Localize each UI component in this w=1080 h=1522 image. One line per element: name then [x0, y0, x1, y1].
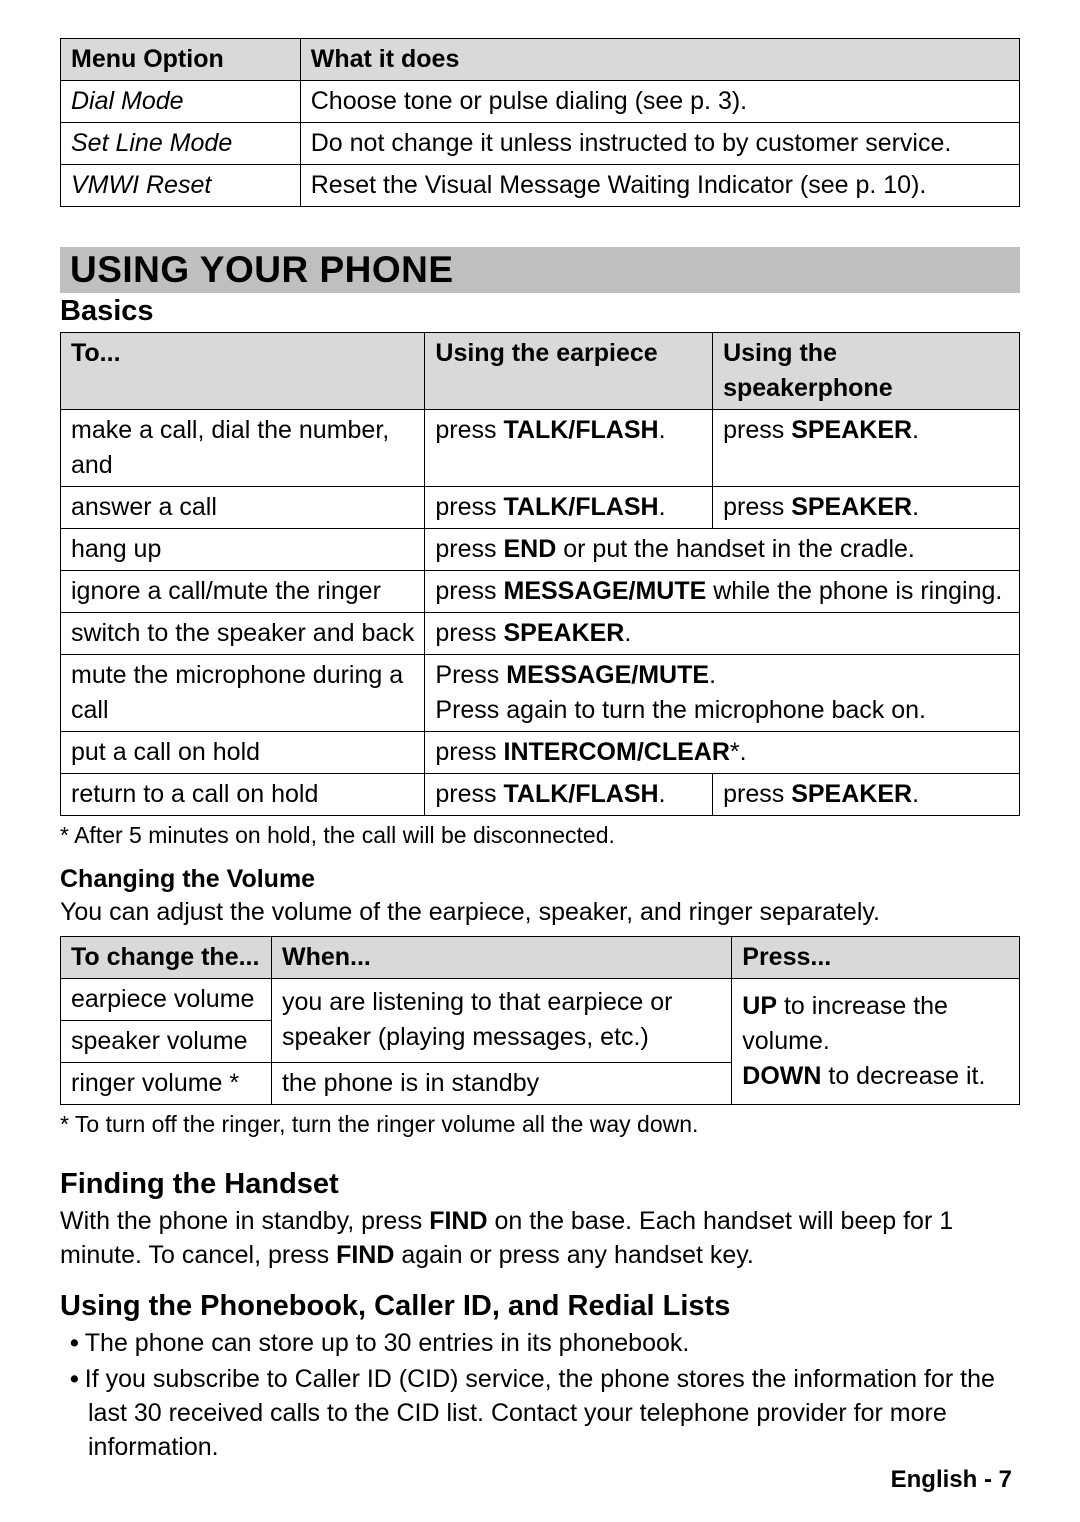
th-press: Press... — [732, 936, 1020, 978]
td-to: mute the microphone during a call — [61, 655, 425, 732]
th-to: To... — [61, 333, 425, 410]
td-ear: press TALK/FLASH. — [425, 410, 713, 487]
volume-intro: You can adjust the volume of the earpiec… — [60, 896, 1020, 930]
td-option: VMWI Reset — [61, 165, 301, 207]
td-option: Set Line Mode — [61, 123, 301, 165]
td-merged: press END or put the handset in the crad… — [425, 529, 1020, 571]
td-merged: press INTERCOM/CLEAR*. — [425, 732, 1020, 774]
heading-finding-handset: Finding the Handset — [60, 1168, 1020, 1201]
td-merged: press MESSAGE/MUTE while the phone is ri… — [425, 571, 1020, 613]
td-desc: Do not change it unless instructed to by… — [300, 123, 1019, 165]
td-left: earpiece volume — [61, 978, 272, 1020]
volume-table: To change the... When... Press... earpie… — [60, 936, 1020, 1105]
heading-basics: Basics — [60, 295, 1020, 328]
th-menu-option: Menu Option — [61, 39, 301, 81]
th-when: When... — [271, 936, 731, 978]
td-to: make a call, dial the number, and — [61, 410, 425, 487]
td-to: answer a call — [61, 487, 425, 529]
note-ringer: * To turn off the ringer, turn the ringe… — [60, 1111, 1020, 1138]
th-what-it-does: What it does — [300, 39, 1019, 81]
td-when-top: you are listening to that earpiece or sp… — [271, 978, 731, 1062]
bullet-item: The phone can store up to 30 entries in … — [60, 1327, 1020, 1361]
td-to: switch to the speaker and back — [61, 613, 425, 655]
bullet-list: The phone can store up to 30 entries in … — [60, 1327, 1020, 1464]
td-desc: Choose tone or pulse dialing (see p. 3). — [300, 81, 1019, 123]
td-left: ringer volume * — [61, 1062, 272, 1104]
th-speakerphone: Using the speakerphone — [713, 333, 1020, 410]
bullet-item: If you subscribe to Caller ID (CID) serv… — [60, 1363, 1020, 1464]
td-ear: press TALK/FLASH. — [425, 774, 713, 816]
finding-text: With the phone in standby, press FIND on… — [60, 1205, 1020, 1273]
td-ear: press TALK/FLASH. — [425, 487, 713, 529]
basics-table: To... Using the earpiece Using the speak… — [60, 332, 1020, 816]
menu-options-table: Menu Option What it does Dial Mode Choos… — [60, 38, 1020, 207]
th-to-change: To change the... — [61, 936, 272, 978]
document-page: Menu Option What it does Dial Mode Choos… — [0, 0, 1080, 1522]
td-merged: press SPEAKER. — [425, 613, 1020, 655]
th-earpiece: Using the earpiece — [425, 333, 713, 410]
td-to: ignore a call/mute the ringer — [61, 571, 425, 613]
td-desc: Reset the Visual Message Waiting Indicat… — [300, 165, 1019, 207]
td-spk: press SPEAKER. — [713, 410, 1020, 487]
td-left: speaker volume — [61, 1020, 272, 1062]
note-hold: * After 5 minutes on hold, the call will… — [60, 822, 1020, 849]
td-press: UP to increase the volume.DOWN to decrea… — [732, 978, 1020, 1104]
td-to: hang up — [61, 529, 425, 571]
heading-phonebook-cid-redial: Using the Phonebook, Caller ID, and Redi… — [60, 1290, 1020, 1323]
td-merged: Press MESSAGE/MUTE.Press again to turn t… — [425, 655, 1020, 732]
td-when-bottom: the phone is in standby — [271, 1062, 731, 1104]
td-to: put a call on hold — [61, 732, 425, 774]
td-to: return to a call on hold — [61, 774, 425, 816]
heading-using-your-phone: USING YOUR PHONE — [60, 247, 1020, 293]
td-spk: press SPEAKER. — [713, 487, 1020, 529]
td-spk: press SPEAKER. — [713, 774, 1020, 816]
page-footer: English - 7 — [891, 1466, 1012, 1494]
td-option: Dial Mode — [61, 81, 301, 123]
heading-changing-volume: Changing the Volume — [60, 865, 1020, 894]
